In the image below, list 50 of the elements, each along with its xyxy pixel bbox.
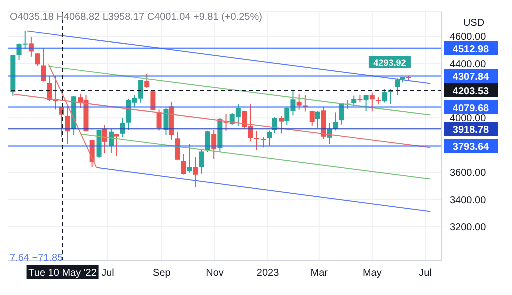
x-tick-label: Sep [153, 268, 172, 280]
x-tick-label: Nov [206, 268, 224, 280]
y-tick-label: 4400.00 [450, 59, 487, 70]
candlestick [41, 48, 46, 82]
candlestick [199, 150, 204, 174]
candlestick [205, 130, 210, 153]
candlestick [395, 78, 400, 96]
candlestick [181, 154, 186, 176]
candlestick [279, 116, 284, 134]
candlestick [53, 76, 58, 110]
candlestick [35, 53, 40, 67]
candlestick [212, 130, 217, 160]
ref-line-label: 4079.68 [452, 103, 490, 114]
x-tick-label: 2023 [256, 268, 280, 280]
candlestick [156, 109, 162, 132]
x-tick-label: Jul [102, 268, 114, 280]
candlestick [315, 111, 320, 128]
annotation: 7.64 −71.85 [10, 253, 64, 264]
candlestick [193, 156, 198, 188]
ref-line-label: 4203.53 [452, 86, 490, 98]
candlestick [310, 110, 315, 126]
ref-line-label: 4307.84 [452, 72, 490, 84]
ref-line-label: 3793.64 [452, 142, 490, 154]
y-tick-label: 4000.00 [450, 114, 487, 125]
x-tick-label: Mar [310, 268, 329, 280]
ref-line-label: 4512.98 [452, 44, 490, 56]
y-tick-label: 3400.00 [450, 195, 487, 206]
candlestick [352, 95, 357, 108]
candlestick [261, 136, 266, 148]
x-tick-label: Jul [419, 268, 432, 280]
candlestick [187, 144, 192, 174]
candlestick [364, 94, 369, 112]
x-tick-label: May [362, 268, 382, 280]
annotation: 4293.92 [374, 58, 406, 68]
candlestick [267, 130, 272, 147]
ref-line-label: 3918.78 [452, 125, 490, 136]
candlestick [144, 73, 150, 89]
candlestick [175, 131, 180, 160]
y-tick-label: 4600.00 [450, 32, 487, 44]
y-tick-label: 3200.00 [450, 222, 487, 234]
candlestick [370, 92, 375, 112]
candlestick [65, 105, 70, 144]
annotation: O4035.18 H4068.82 L3958.17 C4001.04 +9.81 (+0.25%) [10, 12, 262, 23]
candlestick [120, 118, 126, 138]
text: USD [463, 18, 485, 29]
y-tick-label: 3600.00 [450, 168, 487, 180]
candlestick [114, 134, 120, 157]
ref-line-label: Tue 10 May '22 [28, 268, 98, 279]
candlestick [164, 107, 169, 136]
candlestick [150, 90, 156, 111]
